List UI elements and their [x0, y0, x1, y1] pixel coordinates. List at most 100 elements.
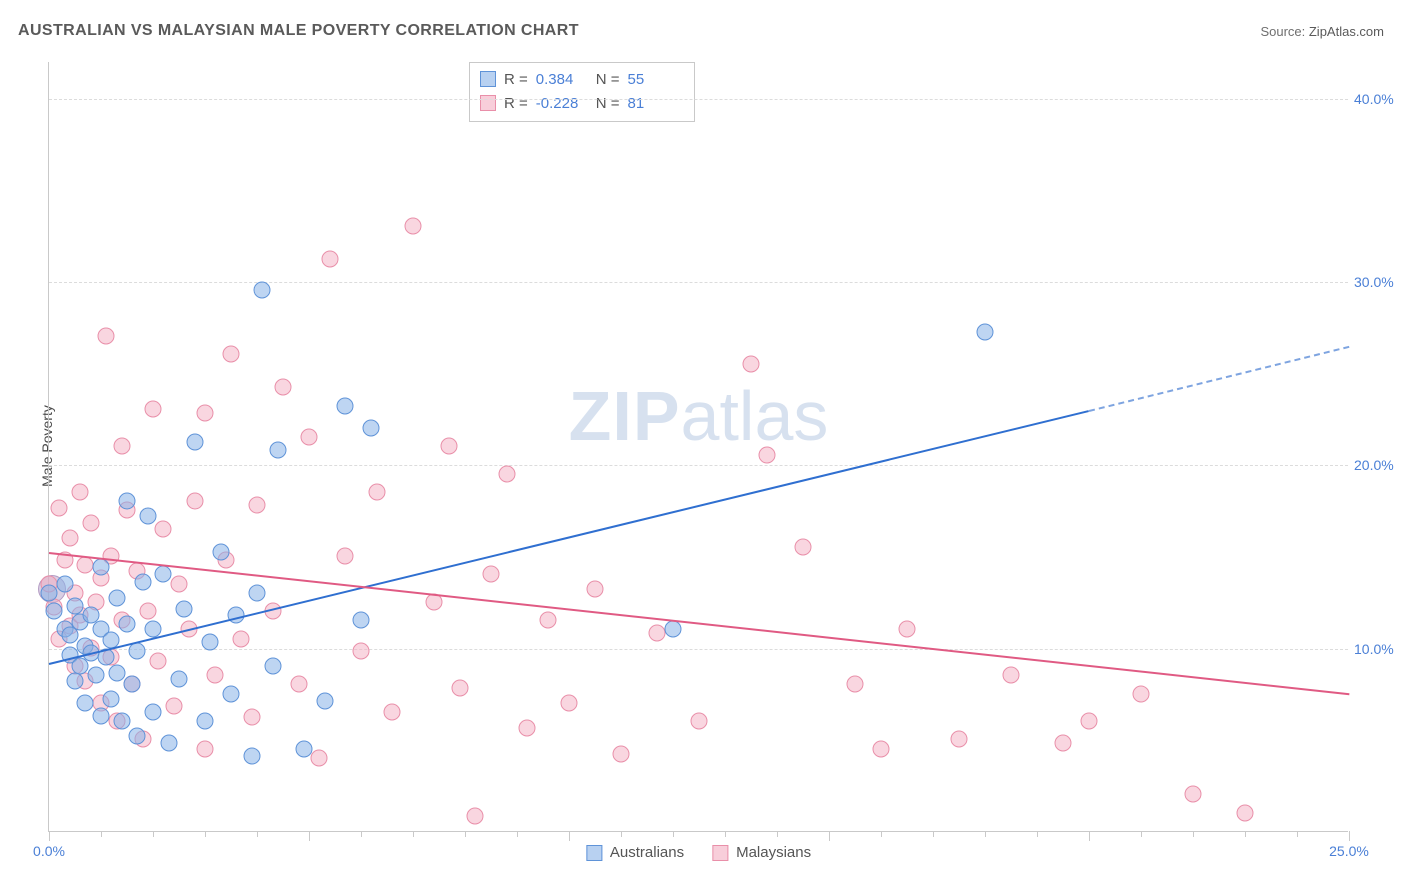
trendline-b: [49, 552, 1349, 695]
stats-box: R = 0.384 N = 55 R = -0.228 N = 81: [469, 62, 695, 122]
scatter-point-b: [795, 538, 812, 555]
x-tick-major: [49, 831, 50, 841]
watermark-atlas: atlas: [681, 377, 829, 455]
scatter-point-a: [160, 735, 177, 752]
scatter-point-b: [233, 630, 250, 647]
scatter-point-b: [873, 740, 890, 757]
scatter-point-b: [353, 643, 370, 660]
x-tick-minor: [881, 831, 882, 837]
scatter-point-b: [51, 500, 68, 517]
scatter-point-b: [311, 749, 328, 766]
r-label: R =: [504, 71, 528, 88]
scatter-point-b: [649, 625, 666, 642]
scatter-point-b: [847, 676, 864, 693]
legend-label-a: Australians: [610, 844, 684, 861]
scatter-point-a: [139, 507, 156, 524]
scatter-point-b: [613, 746, 630, 763]
scatter-point-b: [98, 328, 115, 345]
scatter-point-b: [899, 621, 916, 638]
scatter-point-b: [483, 566, 500, 583]
x-tick-minor: [257, 831, 258, 837]
swatch-b-icon: [712, 845, 728, 861]
x-tick-minor: [621, 831, 622, 837]
scatter-point-a: [316, 692, 333, 709]
scatter-point-b: [743, 355, 760, 372]
plot-area: ZIPatlas R = 0.384 N = 55 R = -0.228 N =…: [48, 62, 1348, 832]
scatter-point-a: [129, 643, 146, 660]
scatter-point-b: [186, 493, 203, 510]
scatter-point-b: [275, 379, 292, 396]
swatch-a-icon: [586, 845, 602, 861]
r-label: R =: [504, 95, 528, 112]
x-tick-major: [829, 831, 830, 841]
scatter-point-a: [67, 672, 84, 689]
x-tick-major: [1089, 831, 1090, 841]
scatter-point-a: [46, 603, 63, 620]
x-tick-label: 0.0%: [33, 843, 65, 859]
scatter-point-b: [384, 703, 401, 720]
scatter-point-a: [129, 727, 146, 744]
scatter-point-a: [108, 665, 125, 682]
scatter-point-b: [197, 405, 214, 422]
scatter-point-a: [155, 566, 172, 583]
scatter-point-b: [1237, 804, 1254, 821]
legend-label-b: Malaysians: [736, 844, 811, 861]
scatter-point-b: [150, 652, 167, 669]
scatter-point-a: [77, 694, 94, 711]
x-tick-major: [569, 831, 570, 841]
scatter-point-a: [363, 419, 380, 436]
swatch-b-icon: [480, 95, 496, 111]
n-label: N =: [596, 95, 620, 112]
scatter-point-b: [441, 438, 458, 455]
gridline: [49, 282, 1348, 283]
scatter-point-b: [321, 251, 338, 268]
scatter-point-a: [171, 670, 188, 687]
scatter-point-b: [691, 713, 708, 730]
gridline: [49, 465, 1348, 466]
scatter-point-a: [243, 747, 260, 764]
scatter-point-b: [1055, 735, 1072, 752]
scatter-point-a: [87, 667, 104, 684]
scatter-point-a: [119, 615, 136, 632]
source-attribution: Source: ZipAtlas.com: [1260, 24, 1384, 39]
scatter-point-b: [145, 401, 162, 418]
scatter-point-a: [269, 441, 286, 458]
scatter-point-a: [197, 713, 214, 730]
scatter-point-b: [61, 529, 78, 546]
scatter-point-a: [212, 544, 229, 561]
y-tick-label: 10.0%: [1354, 641, 1406, 657]
scatter-point-a: [176, 601, 193, 618]
n-value-a: 55: [628, 71, 680, 88]
scatter-point-a: [665, 621, 682, 638]
scatter-point-a: [353, 612, 370, 629]
scatter-point-b: [951, 731, 968, 748]
scatter-point-a: [337, 397, 354, 414]
x-tick-minor: [1245, 831, 1246, 837]
scatter-point-a: [254, 282, 271, 299]
scatter-point-a: [119, 493, 136, 510]
y-tick-label: 40.0%: [1354, 91, 1406, 107]
x-tick-minor: [1141, 831, 1142, 837]
scatter-point-b: [1185, 786, 1202, 803]
scatter-point-b: [249, 496, 266, 513]
scatter-point-a: [145, 703, 162, 720]
scatter-point-a: [67, 597, 84, 614]
scatter-point-b: [337, 548, 354, 565]
trendline-a-dash: [1089, 346, 1349, 412]
scatter-point-a: [93, 707, 110, 724]
scatter-point-a: [103, 691, 120, 708]
scatter-point-b: [1003, 667, 1020, 684]
scatter-point-b: [519, 720, 536, 737]
y-tick-label: 20.0%: [1354, 457, 1406, 473]
x-tick-minor: [1297, 831, 1298, 837]
x-tick-minor: [413, 831, 414, 837]
x-tick-minor: [153, 831, 154, 837]
scatter-point-b: [77, 557, 94, 574]
scatter-point-a: [41, 584, 58, 601]
x-tick-minor: [777, 831, 778, 837]
scatter-point-b: [243, 709, 260, 726]
n-value-b: 81: [628, 95, 680, 112]
scatter-point-b: [1081, 713, 1098, 730]
stats-row-a: R = 0.384 N = 55: [480, 67, 680, 91]
scatter-point-b: [451, 680, 468, 697]
